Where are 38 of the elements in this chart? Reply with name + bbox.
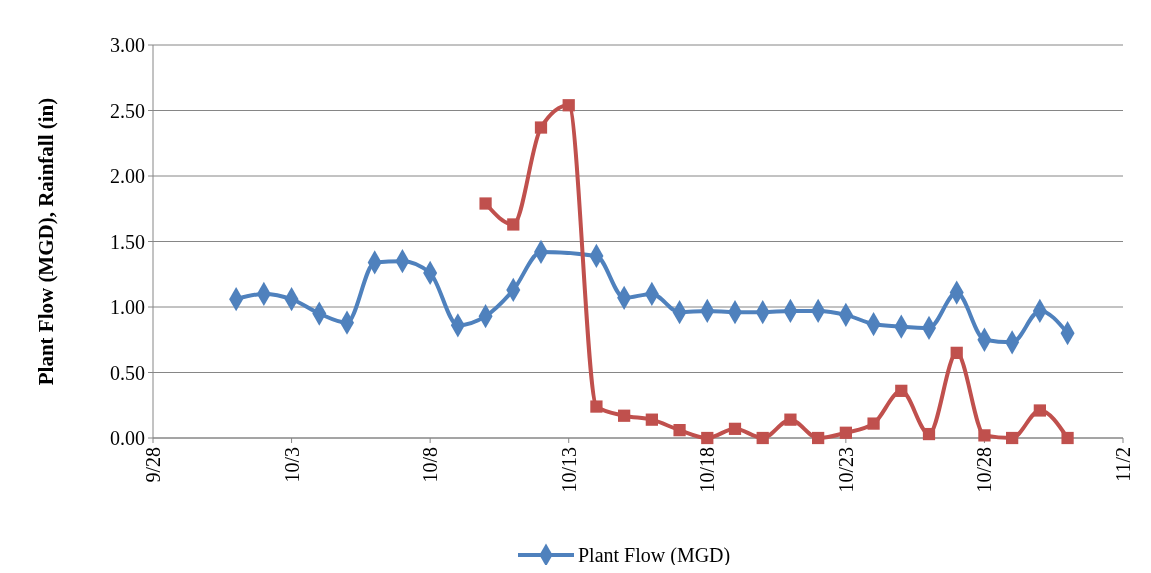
- point: [1033, 404, 1046, 417]
- y-tick-label: 2.50: [110, 99, 145, 122]
- point: [756, 431, 769, 445]
- point: [590, 400, 603, 413]
- point: [867, 417, 880, 430]
- point: [645, 413, 658, 426]
- point: [812, 431, 825, 445]
- x-tick-label: 10/28: [973, 447, 996, 493]
- x-tick-label: 11/2: [1112, 447, 1134, 482]
- x-tick-label: 10/18: [696, 447, 719, 493]
- point: [479, 197, 492, 210]
- point: [562, 99, 575, 112]
- y-axis-title: Plant Flow (MGD), Rainfall (in): [34, 97, 58, 386]
- y-tick-label: 0.00: [110, 427, 145, 449]
- point: [701, 431, 714, 445]
- point: [1061, 431, 1074, 445]
- x-tick-label: 9/28: [142, 447, 164, 483]
- point: [839, 426, 852, 439]
- point: [728, 422, 742, 435]
- point: [978, 429, 991, 442]
- point: [618, 409, 631, 422]
- x-tick-label: 10/8: [419, 447, 442, 483]
- y-tick-label: 3.00: [110, 34, 145, 56]
- point: [895, 384, 908, 397]
- x-tick-label: 10/3: [280, 447, 303, 483]
- y-tick-label: 0.50: [110, 361, 145, 384]
- point: [534, 121, 548, 134]
- point: [507, 218, 520, 231]
- y-tick-label: 1.00: [110, 296, 145, 318]
- point: [784, 413, 797, 426]
- point: [922, 427, 936, 441]
- point: [673, 424, 686, 437]
- point: [950, 346, 963, 359]
- x-tick-label: 10/23: [834, 447, 857, 493]
- point: [1006, 431, 1019, 445]
- y-tick-label: 2.00: [110, 165, 145, 187]
- y-tick-label: 1.50: [110, 230, 145, 253]
- x-tick-label: 10/13: [557, 447, 580, 493]
